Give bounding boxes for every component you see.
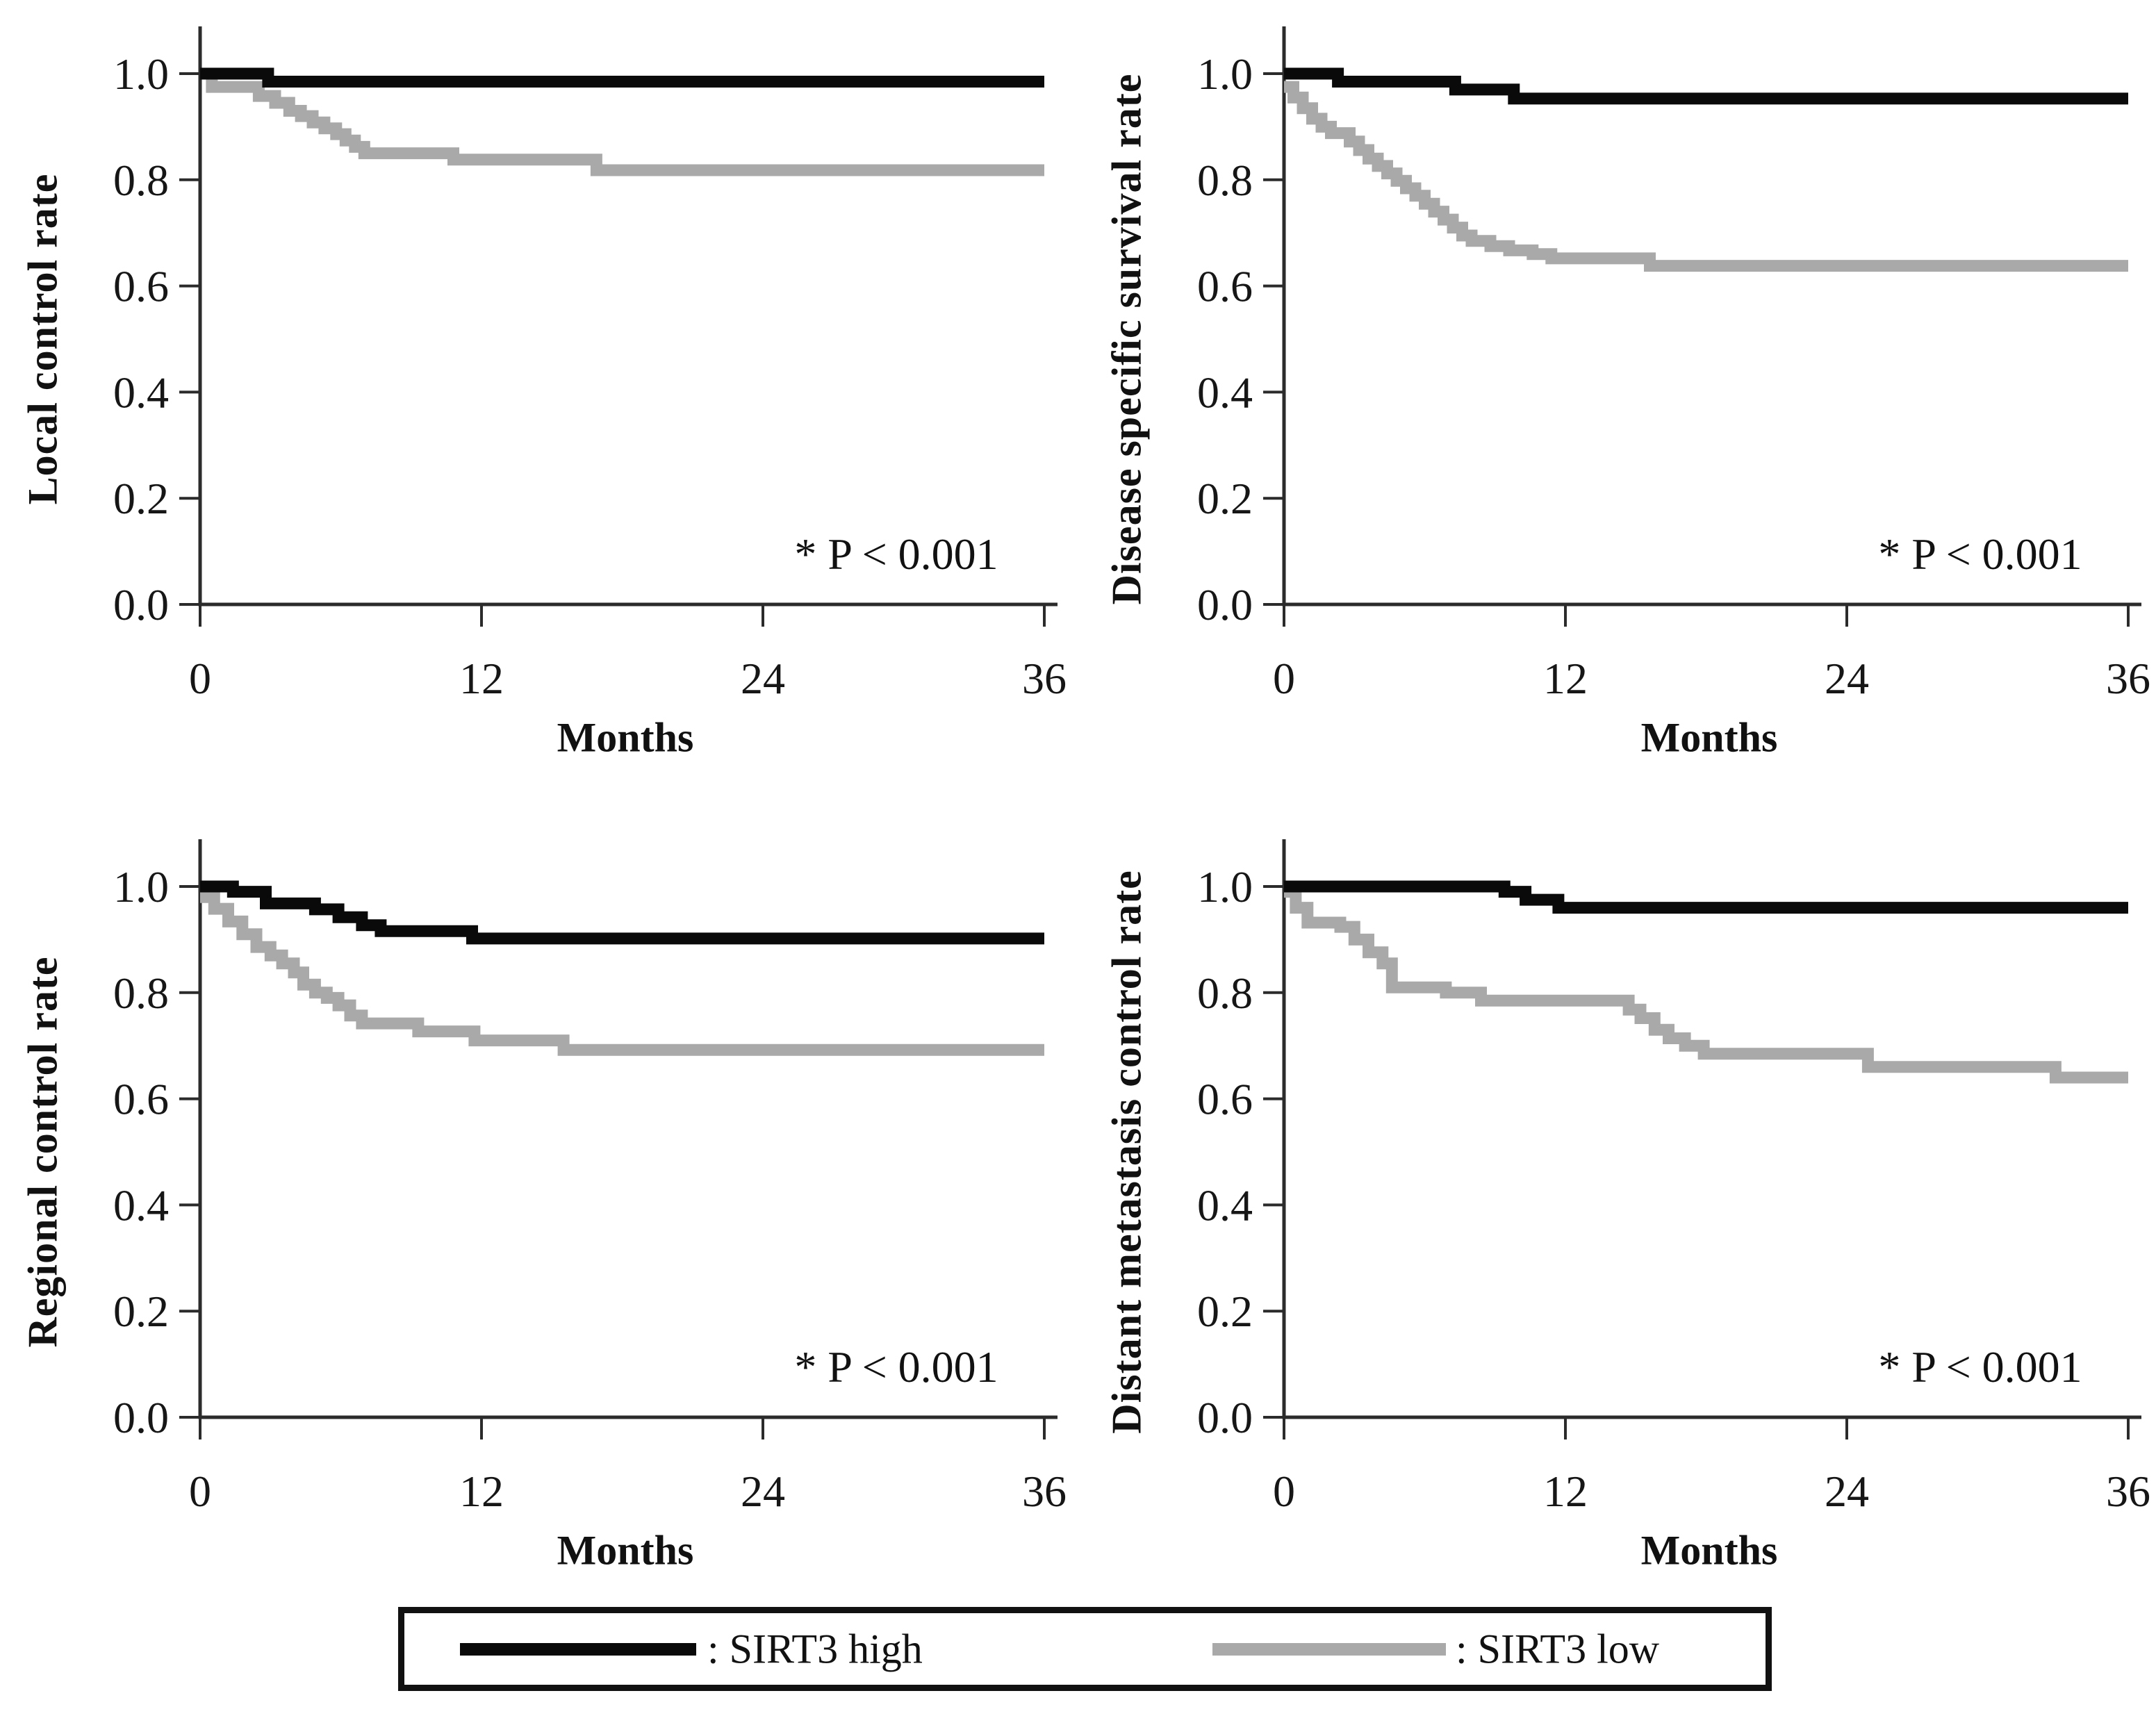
y-tick-label: 1.0 [1197, 862, 1253, 911]
x-tick-label: 0 [1273, 654, 1295, 703]
y-tick-label: 0.2 [1197, 474, 1253, 523]
km-curve-sirt3-low [1284, 81, 2128, 272]
y-tick-label: 0.8 [1197, 968, 1253, 1018]
x-tick-label: 12 [459, 1467, 504, 1516]
axis-lines [198, 839, 1058, 1419]
p-value-annotation: * P < 0.001 [1878, 529, 2082, 579]
km-plot-distant-metastasis-control: 1.0 0.8 0.6 0.4 0.2 0.0 0 12 24 36 [1197, 839, 2150, 1516]
km-curve-sirt3-high [1284, 880, 2128, 914]
x-tick-label: 24 [741, 1467, 785, 1516]
y-axis-title: Distant metastasis control rate [1103, 870, 1150, 1434]
x-axis-title: Months [557, 1527, 694, 1574]
legend-label-sirt3-low: : SIRT3 low [1456, 1626, 1660, 1672]
x-tick-label: 0 [189, 654, 211, 703]
x-tick-label: 36 [2106, 654, 2150, 703]
y-tick-label: 0.8 [113, 968, 169, 1018]
y-tick-label: 0.4 [1197, 1180, 1253, 1230]
km-curve-sirt3-high [1284, 67, 2128, 105]
y-tick-label: 0.4 [113, 1180, 169, 1230]
panel-local-control-rate: 1.0 0.8 0.6 0.4 0.2 0.0 0 12 24 36 Local control … [0, 0, 1078, 813]
x-tick-label: 24 [1825, 654, 1869, 703]
x-axis-title: Months [557, 714, 694, 761]
y-tick-label: 0.6 [113, 1075, 169, 1124]
y-tick-label: 0.6 [113, 262, 169, 311]
sirt3-high-line-swatch [460, 1642, 696, 1656]
panel-regional-control-rate: 1.0 0.8 0.6 0.4 0.2 0.0 0 12 24 36 Regional contr… [0, 813, 1078, 1626]
km-curve-sirt3-low [200, 67, 1044, 176]
km-plot-disease-specific-survival: 1.0 0.8 0.6 0.4 0.2 0.0 0 12 24 36 [1197, 26, 2150, 703]
x-tick-label: 12 [1543, 1467, 1588, 1516]
y-tick-label: 0.0 [1197, 1393, 1253, 1442]
x-axis-title: Months [1640, 714, 1778, 761]
y-tick-label: 0.2 [113, 474, 169, 523]
p-value-annotation: * P < 0.001 [794, 529, 998, 579]
y-tick-label: 0.0 [113, 580, 169, 629]
y-tick-label: 0.0 [1197, 580, 1253, 629]
panel-distant-metastasis-control-rate: 1.0 0.8 0.6 0.4 0.2 0.0 0 12 24 36 Distant metast… [1084, 813, 2156, 1626]
y-tick-label: 0.8 [1197, 156, 1253, 205]
y-tick-label: 1.0 [113, 49, 169, 99]
p-value-annotation: * P < 0.001 [1878, 1342, 2082, 1392]
y-tick-label: 0.8 [113, 156, 169, 205]
x-tick-label: 24 [741, 654, 785, 703]
x-tick-label: 36 [2106, 1467, 2150, 1516]
km-plot-local-control: 1.0 0.8 0.6 0.4 0.2 0.0 0 12 24 36 [113, 26, 1067, 703]
y-tick-label: 0.2 [113, 1287, 169, 1336]
axis-lines [1282, 839, 2141, 1419]
y-tick-label: 1.0 [1197, 49, 1253, 99]
km-curve-sirt3-high [200, 880, 1044, 945]
y-axis-title: Disease specific survival rate [1103, 73, 1150, 605]
axis-lines [198, 26, 1058, 607]
y-tick-label: 0.6 [1197, 1075, 1253, 1124]
x-axis-title: Months [1640, 1527, 1778, 1574]
km-plot-regional-control: 1.0 0.8 0.6 0.4 0.2 0.0 0 12 24 36 [113, 839, 1067, 1516]
legend-label-sirt3-high: : SIRT3 high [707, 1626, 923, 1672]
y-tick-label: 0.4 [1197, 368, 1253, 417]
x-tick-label: 24 [1825, 1467, 1869, 1516]
axis-lines [1282, 26, 2141, 607]
p-value-annotation: * P < 0.001 [794, 1342, 998, 1392]
x-tick-label: 0 [1273, 1467, 1295, 1516]
y-tick-label: 0.0 [113, 1393, 169, 1442]
panel-disease-specific-survival-rate: 1.0 0.8 0.6 0.4 0.2 0.0 0 12 24 36 Disease specif… [1084, 0, 2156, 813]
km-curve-sirt3-low [1284, 886, 2128, 1084]
x-tick-label: 12 [1543, 654, 1588, 703]
y-axis-title: Regional control rate [19, 956, 66, 1348]
km-curve-sirt3-high [200, 67, 1044, 88]
y-tick-label: 1.0 [113, 862, 169, 911]
x-tick-label: 0 [189, 1467, 211, 1516]
x-tick-label: 36 [1022, 1467, 1067, 1516]
x-tick-label: 36 [1022, 654, 1067, 703]
legend: : SIRT3 high : SIRT3 low [398, 1607, 1772, 1691]
km-curve-sirt3-low [200, 891, 1044, 1056]
y-axis-title: Local control rate [19, 173, 66, 505]
y-tick-label: 0.2 [1197, 1287, 1253, 1336]
x-tick-label: 12 [459, 654, 504, 703]
y-tick-label: 0.4 [113, 368, 169, 417]
sirt3-low-line-swatch [1212, 1642, 1446, 1656]
y-tick-label: 0.6 [1197, 262, 1253, 311]
